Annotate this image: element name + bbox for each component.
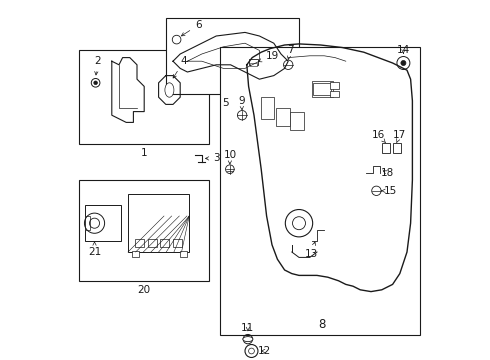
- Text: 21: 21: [88, 242, 101, 257]
- Text: 11: 11: [241, 323, 254, 333]
- Bar: [382, 143, 390, 153]
- Bar: [79, 50, 209, 144]
- Text: 3: 3: [205, 153, 220, 163]
- Bar: [314, 83, 331, 95]
- Ellipse shape: [165, 83, 174, 97]
- Text: 16: 16: [371, 130, 386, 143]
- Circle shape: [94, 81, 98, 85]
- Bar: [248, 59, 258, 65]
- Text: 8: 8: [318, 318, 326, 330]
- Text: 19: 19: [258, 51, 279, 62]
- Text: 1: 1: [141, 148, 147, 158]
- Text: 15: 15: [381, 186, 397, 196]
- Text: 20: 20: [138, 285, 151, 295]
- Bar: [261, 97, 274, 119]
- Text: 9: 9: [238, 96, 245, 110]
- Bar: [220, 47, 419, 335]
- Bar: [275, 108, 290, 126]
- Bar: [135, 239, 144, 247]
- Text: 6: 6: [181, 20, 201, 36]
- Bar: [128, 194, 189, 252]
- Bar: [166, 18, 299, 94]
- Bar: [330, 82, 339, 89]
- Bar: [79, 180, 209, 281]
- Bar: [132, 251, 139, 257]
- Text: 10: 10: [223, 150, 237, 164]
- Text: 14: 14: [397, 45, 410, 55]
- Bar: [85, 216, 90, 230]
- Bar: [160, 239, 170, 247]
- Bar: [312, 81, 333, 97]
- Bar: [148, 239, 157, 247]
- Bar: [85, 205, 121, 241]
- Text: 13: 13: [305, 242, 318, 259]
- Text: 2: 2: [94, 56, 101, 75]
- Bar: [330, 91, 339, 97]
- Bar: [180, 251, 187, 257]
- Text: 18: 18: [381, 168, 394, 178]
- Text: 7: 7: [287, 45, 294, 59]
- Bar: [290, 112, 304, 130]
- Bar: [250, 63, 257, 66]
- Text: 17: 17: [393, 130, 406, 143]
- Text: 12: 12: [258, 346, 271, 356]
- Bar: [392, 143, 400, 153]
- Bar: [173, 239, 182, 247]
- Text: 5: 5: [222, 98, 229, 108]
- Circle shape: [401, 60, 406, 66]
- Text: 4: 4: [173, 56, 187, 78]
- Ellipse shape: [243, 337, 253, 342]
